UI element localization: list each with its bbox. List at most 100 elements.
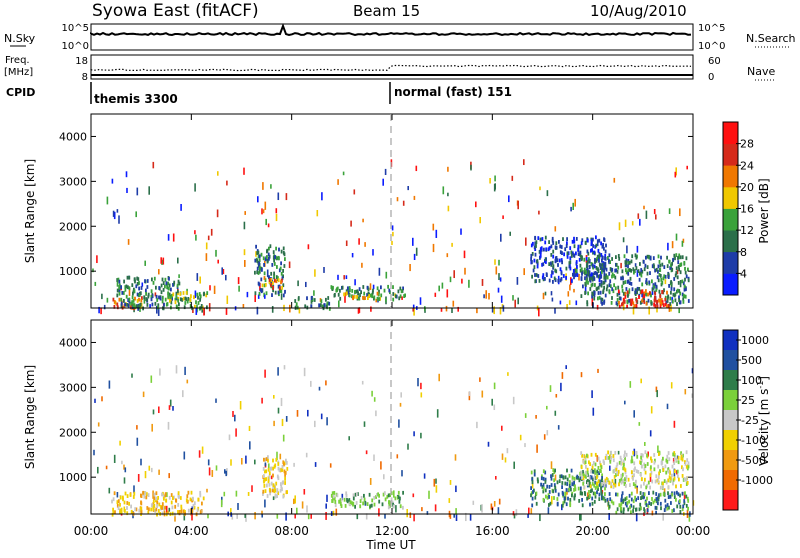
- echo-cell: [264, 469, 266, 474]
- scatter-cell: [356, 514, 359, 520]
- echo-cell: [663, 288, 665, 293]
- echo-cell: [608, 504, 611, 509]
- echo-cell: [583, 267, 586, 272]
- scatter-cell: [647, 451, 649, 457]
- scatter-cell: [628, 288, 631, 294]
- scatter-cell: [481, 390, 484, 398]
- scatter-cell: [673, 420, 676, 428]
- echo-cell: [585, 465, 587, 469]
- scatter-cell: [495, 476, 497, 480]
- echo-cell: [143, 494, 146, 499]
- echo-cell: [618, 503, 621, 508]
- echo-cell: [573, 272, 576, 277]
- echo-cell: [138, 293, 141, 297]
- echo-cell: [161, 492, 163, 497]
- scatter-cell: [675, 167, 677, 176]
- scatter-cell: [280, 293, 283, 300]
- scatter-cell: [313, 290, 315, 296]
- echo-cell: [582, 473, 585, 477]
- echo-cell: [168, 283, 171, 288]
- echo-cell: [136, 299, 139, 303]
- echo-cell: [654, 304, 657, 308]
- freq-left-tick-top: 18: [75, 56, 88, 67]
- echo-cell: [564, 491, 567, 496]
- echo-cell: [258, 269, 261, 274]
- scatter-cell: [440, 307, 443, 312]
- echo-cell: [597, 248, 600, 253]
- echo-cell: [118, 285, 121, 290]
- scatter-cell: [501, 453, 504, 460]
- echo-cell: [161, 502, 164, 506]
- echo-cell: [561, 251, 563, 255]
- echo-cell: [609, 267, 612, 271]
- echo-cell: [655, 510, 657, 515]
- echo-cell: [681, 491, 684, 496]
- echo-cell: [639, 491, 642, 495]
- echo-cell: [185, 498, 188, 503]
- echo-cell: [174, 297, 177, 302]
- echo-cell: [685, 494, 688, 499]
- echo-cell: [597, 269, 600, 273]
- echo-cell: [568, 480, 571, 484]
- echo-cell: [595, 243, 598, 248]
- echo-cell: [152, 281, 155, 285]
- echo-cell: [381, 502, 384, 507]
- scatter-cell: [272, 496, 275, 501]
- scatter-cell: [682, 238, 685, 243]
- echo-cell: [638, 507, 641, 512]
- scatter-cell: [166, 492, 168, 498]
- scatter-cell: [578, 273, 580, 281]
- echo-cell: [675, 457, 678, 462]
- echo-cell: [542, 273, 545, 277]
- echo-cell: [279, 266, 282, 271]
- echo-cell: [611, 287, 614, 292]
- scatter-cell: [345, 275, 348, 280]
- scatter-cell: [303, 489, 306, 495]
- echo-cell: [143, 295, 146, 300]
- echo-cell: [615, 301, 618, 306]
- echo-cell: [128, 501, 130, 506]
- echo-cell: [686, 481, 689, 485]
- echo-cell: [545, 260, 547, 264]
- scatter-cell: [165, 505, 168, 513]
- echo-cell: [541, 262, 543, 267]
- echo-cell: [380, 293, 383, 298]
- scatter-cell: [420, 382, 422, 390]
- echo-cell: [635, 303, 638, 308]
- echo-cell: [536, 264, 539, 269]
- scatter-cell: [547, 507, 550, 514]
- echo-cell: [587, 251, 590, 256]
- scatter-cell: [174, 513, 176, 522]
- echo-cell: [641, 495, 643, 500]
- scatter-cell: [106, 297, 109, 303]
- scatter-cell: [452, 300, 455, 307]
- echo-cell: [590, 489, 592, 494]
- echo-cell: [635, 266, 638, 270]
- echo-cell: [621, 288, 624, 293]
- echo-cell: [663, 265, 666, 269]
- echo-cell: [131, 295, 134, 300]
- scatter-cell: [320, 413, 323, 420]
- echo-cell: [616, 492, 619, 497]
- colorbar-swatch: [723, 273, 738, 296]
- echo-cell: [593, 483, 596, 488]
- echo-cell: [276, 474, 279, 479]
- echo-cell: [668, 457, 671, 462]
- scatter-cell: [676, 269, 679, 275]
- range-tick-label: 3000: [59, 175, 87, 188]
- echo-cell: [328, 301, 331, 306]
- echo-cell: [144, 491, 147, 495]
- echo-cell: [157, 509, 160, 513]
- freq-right-tick-top: 60: [708, 56, 721, 67]
- scatter-cell: [169, 399, 172, 407]
- echo-cell: [140, 506, 143, 511]
- echo-cell: [601, 473, 603, 478]
- echo-cell: [280, 289, 283, 294]
- scatter-cell: [149, 304, 151, 309]
- echo-cell: [620, 461, 623, 466]
- echo-cell: [554, 259, 557, 264]
- echo-cell: [592, 250, 594, 255]
- echo-cell: [263, 474, 265, 478]
- echo-cell: [601, 263, 604, 267]
- echo-cell: [550, 244, 553, 249]
